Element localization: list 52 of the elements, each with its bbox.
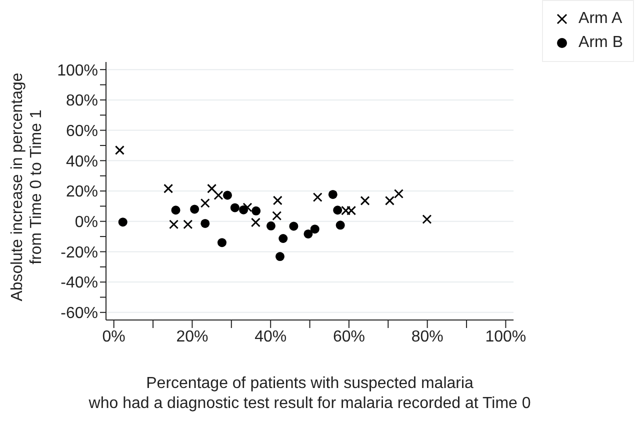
y-tick-label: 80% [66,92,98,110]
point [242,202,252,212]
legend-label: Arm B [578,34,623,52]
point [207,184,217,194]
y-tick-label: 20% [66,184,98,201]
point [200,198,210,208]
y-tick-label: -40% [60,274,98,292]
point [272,210,282,220]
x-tick-label: 80% [411,328,444,346]
point [230,203,240,212]
x-tick-label: 20% [176,328,208,346]
point [252,206,261,216]
point [272,196,282,206]
point [200,218,210,228]
y-tick-label: 60% [66,122,98,140]
point [217,238,226,248]
y-tick-label: 100% [57,62,98,80]
point [222,190,232,200]
point [275,252,284,262]
point [304,229,313,238]
x-tick-label: 100% [485,328,526,346]
point [190,204,200,214]
point [278,234,288,243]
y-tick-label: 40% [66,153,98,170]
point [169,220,179,230]
point [171,206,180,215]
y-tick-label: -20% [60,244,98,262]
point [310,224,320,234]
point [333,206,342,215]
point [164,184,174,194]
x-tick-label: 40% [254,328,287,346]
point [250,218,260,228]
point [266,221,276,230]
y-tick-label: -60% [60,305,98,322]
point [336,220,345,230]
y-axis-title: Absolute increase in percentage from Time 0 to Time 1 [9,72,45,302]
point [183,220,193,230]
x-tick-label: 0% [102,328,126,346]
x-axis-title: Percentage of patients with suspected malaria who had a diagnostic test result for malaria recorded at Time 0 [88,375,531,412]
point [394,188,404,198]
y-tick-label: 0% [74,214,98,232]
point [214,190,224,200]
point [114,145,124,155]
point [118,218,128,227]
x-tick-label: 60% [332,328,365,346]
point [360,196,370,206]
point [312,192,322,202]
point [328,190,338,199]
legend-label: Arm A [578,10,622,28]
point [422,214,432,224]
point [384,196,394,206]
point [289,222,298,231]
